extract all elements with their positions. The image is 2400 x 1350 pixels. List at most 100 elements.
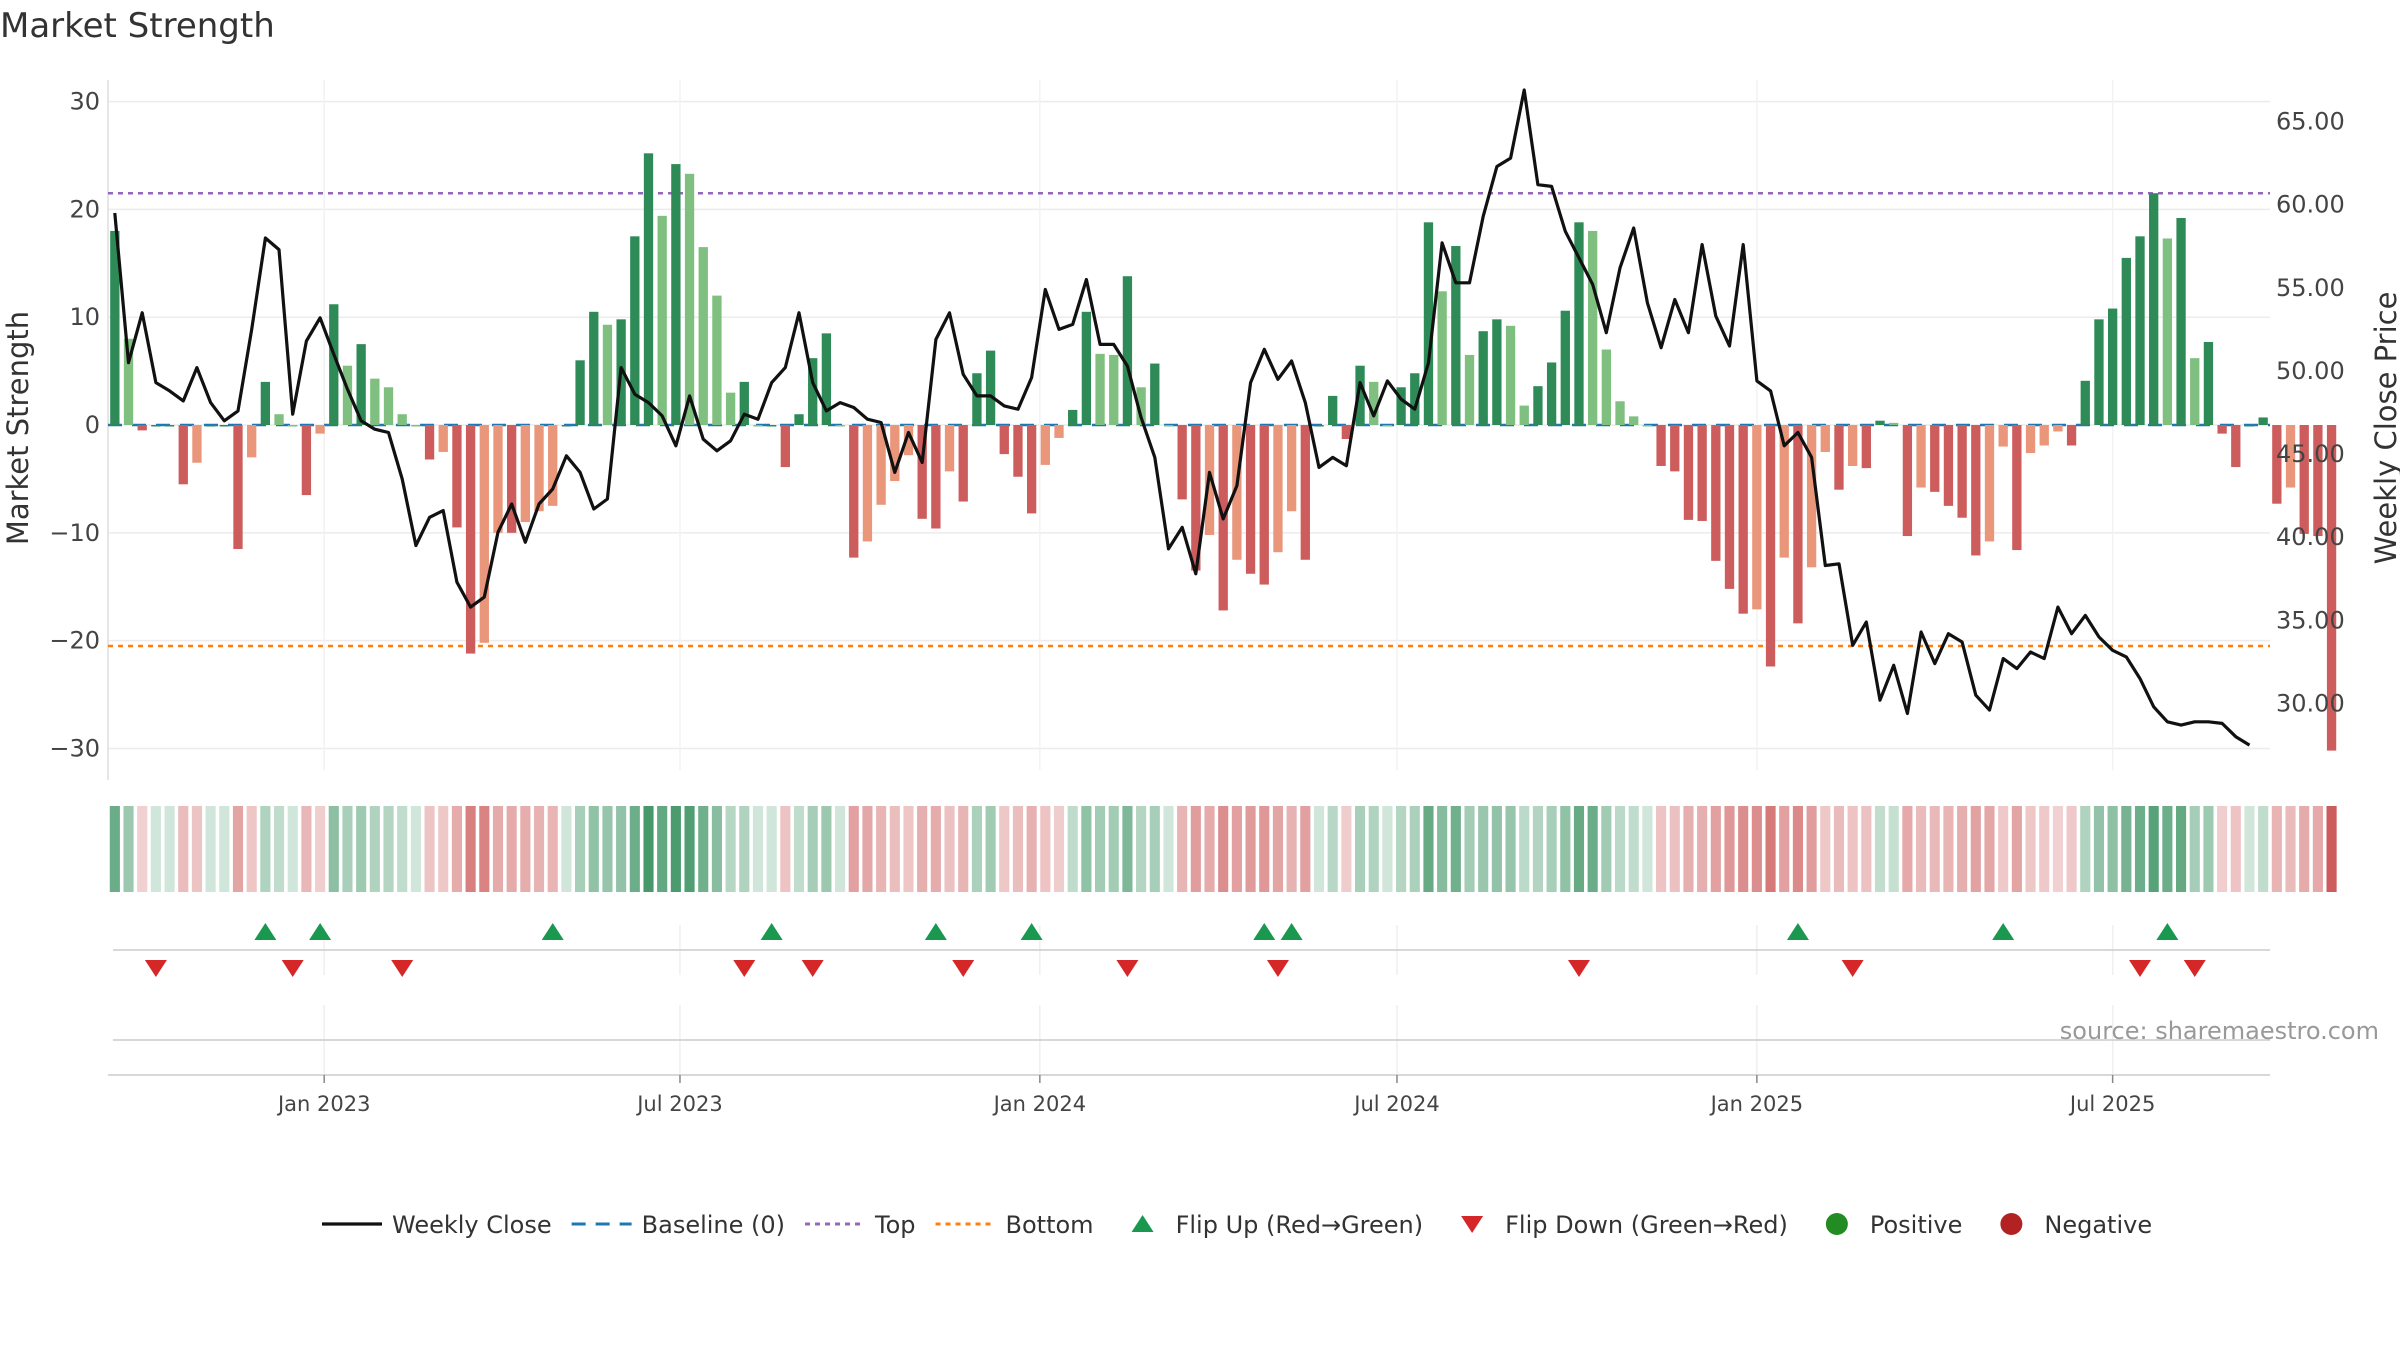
strength-bar: [1711, 425, 1721, 561]
flip-up-marker: [1253, 923, 1276, 940]
heat-cell: [1081, 806, 1092, 892]
strength-bar: [1724, 425, 1735, 589]
legend-label: Positive: [1870, 1211, 1963, 1239]
strength-bar: [1437, 291, 1447, 425]
strength-bar: [1683, 425, 1694, 520]
heat-cell: [848, 806, 859, 892]
strength-bar: [2190, 358, 2200, 425]
strength-bar: [1095, 353, 1105, 425]
strength-bar: [766, 425, 777, 427]
y-tick-label: 30: [69, 88, 100, 116]
heat-cell: [971, 806, 982, 892]
strength-bar: [1752, 425, 1762, 610]
y2-tick-label: 35.00: [2276, 606, 2345, 634]
heat-cell: [410, 806, 421, 892]
strength-bar: [2121, 257, 2131, 425]
heat-cell: [1902, 806, 1913, 892]
strength-bar: [383, 387, 394, 425]
flip-down-marker: [952, 960, 975, 977]
heat-cell: [575, 806, 586, 892]
heat-cell: [1614, 806, 1626, 892]
strength-bar: [753, 425, 763, 427]
strength-bar: [301, 425, 312, 496]
strength-bar: [2313, 425, 2323, 537]
y2-tick-label: 50.00: [2276, 357, 2345, 385]
heat-cell: [958, 806, 969, 892]
heat-cell: [506, 806, 517, 892]
flip-up-marker: [924, 923, 947, 940]
heat-cell: [684, 806, 695, 892]
heat-cell: [1738, 806, 1749, 892]
strength-bar: [890, 425, 900, 482]
x-tick-label: Jul 2024: [1352, 1092, 1439, 1116]
strength-bar: [999, 425, 1009, 455]
strength-bar: [1697, 425, 1707, 521]
strength-bar: [1902, 425, 1913, 537]
strength-bar: [1601, 349, 1612, 425]
strength-bar: [1177, 425, 1187, 500]
strength-bar: [356, 344, 366, 425]
flip-up-marker: [760, 923, 783, 940]
heat-cell: [109, 806, 120, 892]
strength-bar: [575, 360, 585, 425]
strength-bar: [725, 392, 736, 425]
y-tick-label: −20: [49, 627, 100, 655]
strength-bar: [1519, 405, 1529, 425]
heat-cell: [1929, 806, 1940, 892]
strength-bar: [1971, 425, 1981, 556]
strength-bar: [1806, 425, 1817, 568]
heat-cell: [2271, 806, 2282, 892]
strength-bar: [397, 414, 407, 425]
heat-cell: [862, 806, 873, 892]
x-tick-label: Jan 2025: [1709, 1092, 1804, 1116]
strength-bar: [260, 381, 271, 425]
flip-down-marker: [1567, 960, 1590, 977]
heat-cell: [1587, 806, 1598, 892]
strength-bar: [1369, 381, 1379, 425]
strength-bar: [2094, 319, 2104, 425]
strength-bar: [1889, 422, 1899, 425]
heat-cell: [2066, 806, 2077, 892]
strength-bar: [1464, 354, 1475, 425]
strength-bar: [370, 378, 380, 425]
heat-cell: [1861, 806, 1872, 892]
heat-cell: [1916, 806, 1927, 892]
heat-cell: [2217, 806, 2228, 892]
heat-cell: [2299, 806, 2310, 892]
strength-bar: [1574, 222, 1584, 425]
strength-bar: [1286, 425, 1297, 512]
strength-bar: [110, 230, 120, 425]
heat-cell: [944, 806, 955, 892]
heat-cell: [1396, 806, 1407, 892]
heat-cell: [2244, 806, 2255, 892]
strength-bar: [944, 425, 955, 472]
heat-cell: [2189, 806, 2200, 892]
strength-bar: [958, 425, 968, 502]
strength-bar: [808, 358, 818, 425]
strength-bar: [1998, 425, 2008, 447]
heat-cell: [1984, 806, 1995, 892]
heat-cell: [2011, 806, 2022, 892]
heat-cell: [1669, 806, 1680, 892]
legend-negative-icon: [2000, 1213, 2023, 1235]
strength-bar: [1259, 425, 1269, 585]
strength-bar: [917, 425, 927, 519]
heat-cell: [1806, 806, 1817, 892]
flip-up-marker: [1280, 923, 1303, 940]
strength-bar: [1081, 311, 1092, 425]
legend-label: Flip Down (Green→Red): [1505, 1211, 1788, 1239]
strength-bar: [1943, 425, 1954, 506]
strength-bar: [1765, 425, 1776, 667]
strength-bar: [233, 425, 243, 549]
strength-bar: [643, 153, 654, 425]
strength-bar: [1423, 222, 1434, 425]
strength-bar: [835, 425, 845, 427]
strength-bar: [1136, 387, 1146, 425]
strength-bar: [1738, 425, 1748, 614]
flip-down-marker: [391, 960, 414, 977]
heat-cell: [1519, 806, 1530, 892]
strength-bar: [1957, 425, 1967, 518]
strength-bar: [1382, 425, 1393, 427]
strength-bar: [2080, 380, 2090, 425]
heat-cell: [356, 806, 367, 892]
